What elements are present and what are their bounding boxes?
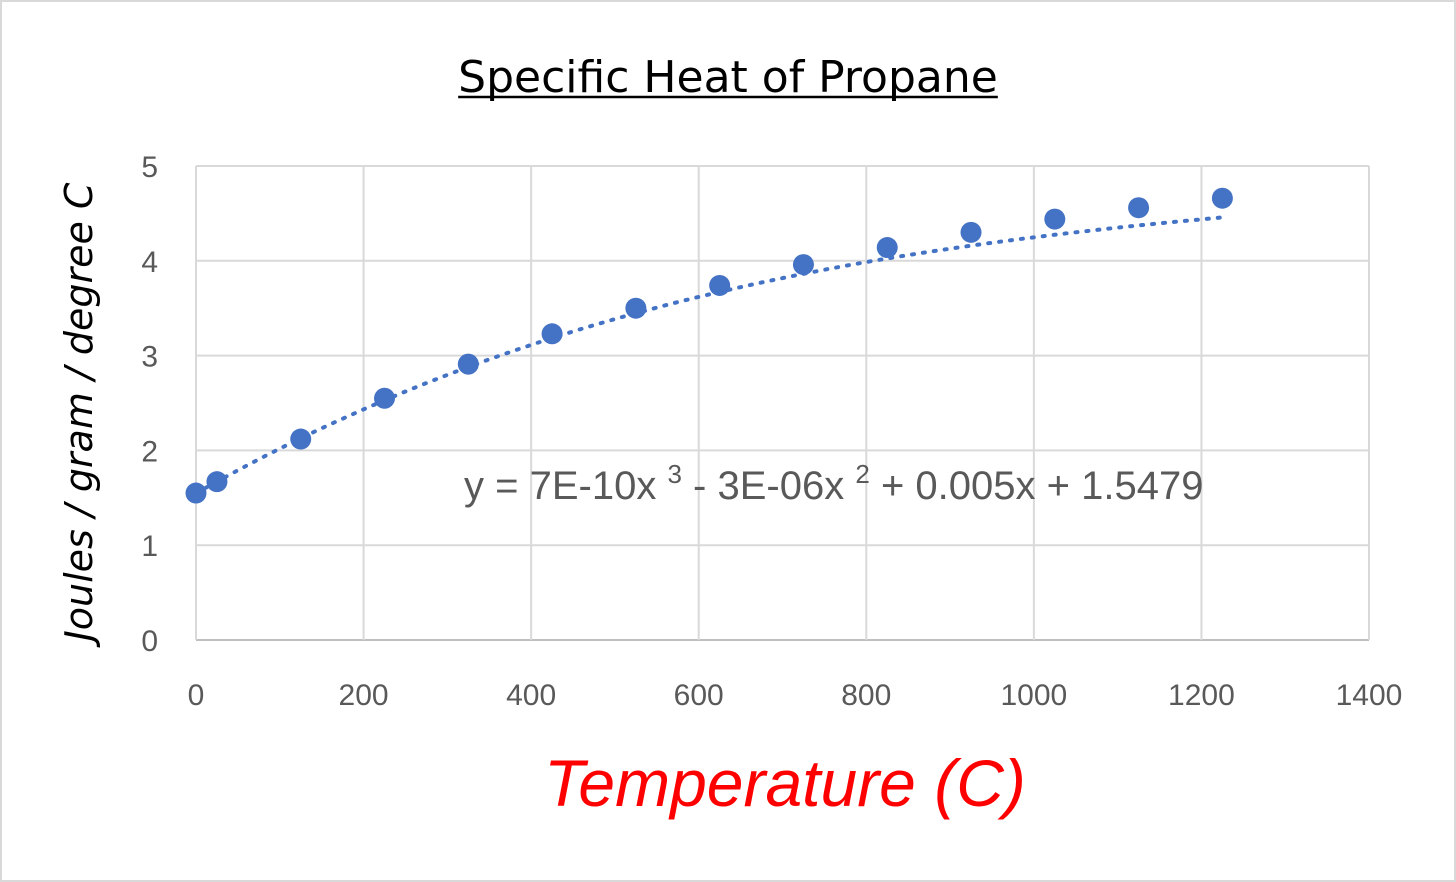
x-tick-labels: 0 200 400 600 800 1000 1200 1400 xyxy=(188,679,1403,712)
y-tick-5: 5 xyxy=(141,151,158,184)
equation-exponent-3: 3 xyxy=(667,459,681,489)
y-tick-labels: 0 1 2 3 4 5 xyxy=(141,151,158,658)
x-tick-400: 400 xyxy=(506,679,556,712)
data-point-10 xyxy=(960,221,982,243)
data-point-1 xyxy=(206,471,228,493)
data-points xyxy=(185,187,1233,504)
data-point-7 xyxy=(709,274,731,296)
y-tick-1: 1 xyxy=(141,530,158,563)
x-gridlines xyxy=(195,166,1370,640)
trendline-equation: y = 7E-10x 3 - 3E-06x 2 + 0.005x + 1.547… xyxy=(464,448,1203,508)
data-point-12 xyxy=(1128,197,1150,219)
y-tick-0: 0 xyxy=(141,625,158,658)
x-tick-800: 800 xyxy=(841,679,891,712)
x-tick-0: 0 xyxy=(188,679,205,712)
data-point-9 xyxy=(876,237,898,259)
equation-part-1: y = 7E-10x xyxy=(464,464,656,508)
trendline xyxy=(194,215,1225,496)
x-tick-1400: 1400 xyxy=(1336,679,1403,712)
y-axis-label: Joules / gram / degree C xyxy=(57,182,101,648)
data-point-6 xyxy=(625,297,647,319)
data-point-4 xyxy=(457,353,479,375)
x-axis-label: Temperature (C) xyxy=(544,746,1026,820)
y-tick-3: 3 xyxy=(141,341,158,374)
y-tick-4: 4 xyxy=(141,246,158,279)
data-point-0 xyxy=(185,482,207,504)
data-point-8 xyxy=(792,254,814,276)
data-point-5 xyxy=(541,323,563,345)
equation-part-3: + 0.005x + 1.5479 xyxy=(881,464,1204,508)
x-tick-1200: 1200 xyxy=(1168,679,1235,712)
equation-exponent-2: 2 xyxy=(855,459,869,489)
data-point-11 xyxy=(1044,208,1066,230)
chart-title: Specific Heat of Propane xyxy=(458,52,998,103)
x-tick-600: 600 xyxy=(674,679,724,712)
y-gridlines xyxy=(196,165,1369,641)
x-tick-200: 200 xyxy=(339,679,389,712)
data-point-13 xyxy=(1211,187,1233,209)
y-tick-2: 2 xyxy=(141,435,158,468)
data-point-2 xyxy=(290,428,312,450)
x-tick-1000: 1000 xyxy=(1000,679,1067,712)
equation-part-2: - 3E-06x xyxy=(693,464,844,508)
data-point-3 xyxy=(374,387,396,409)
